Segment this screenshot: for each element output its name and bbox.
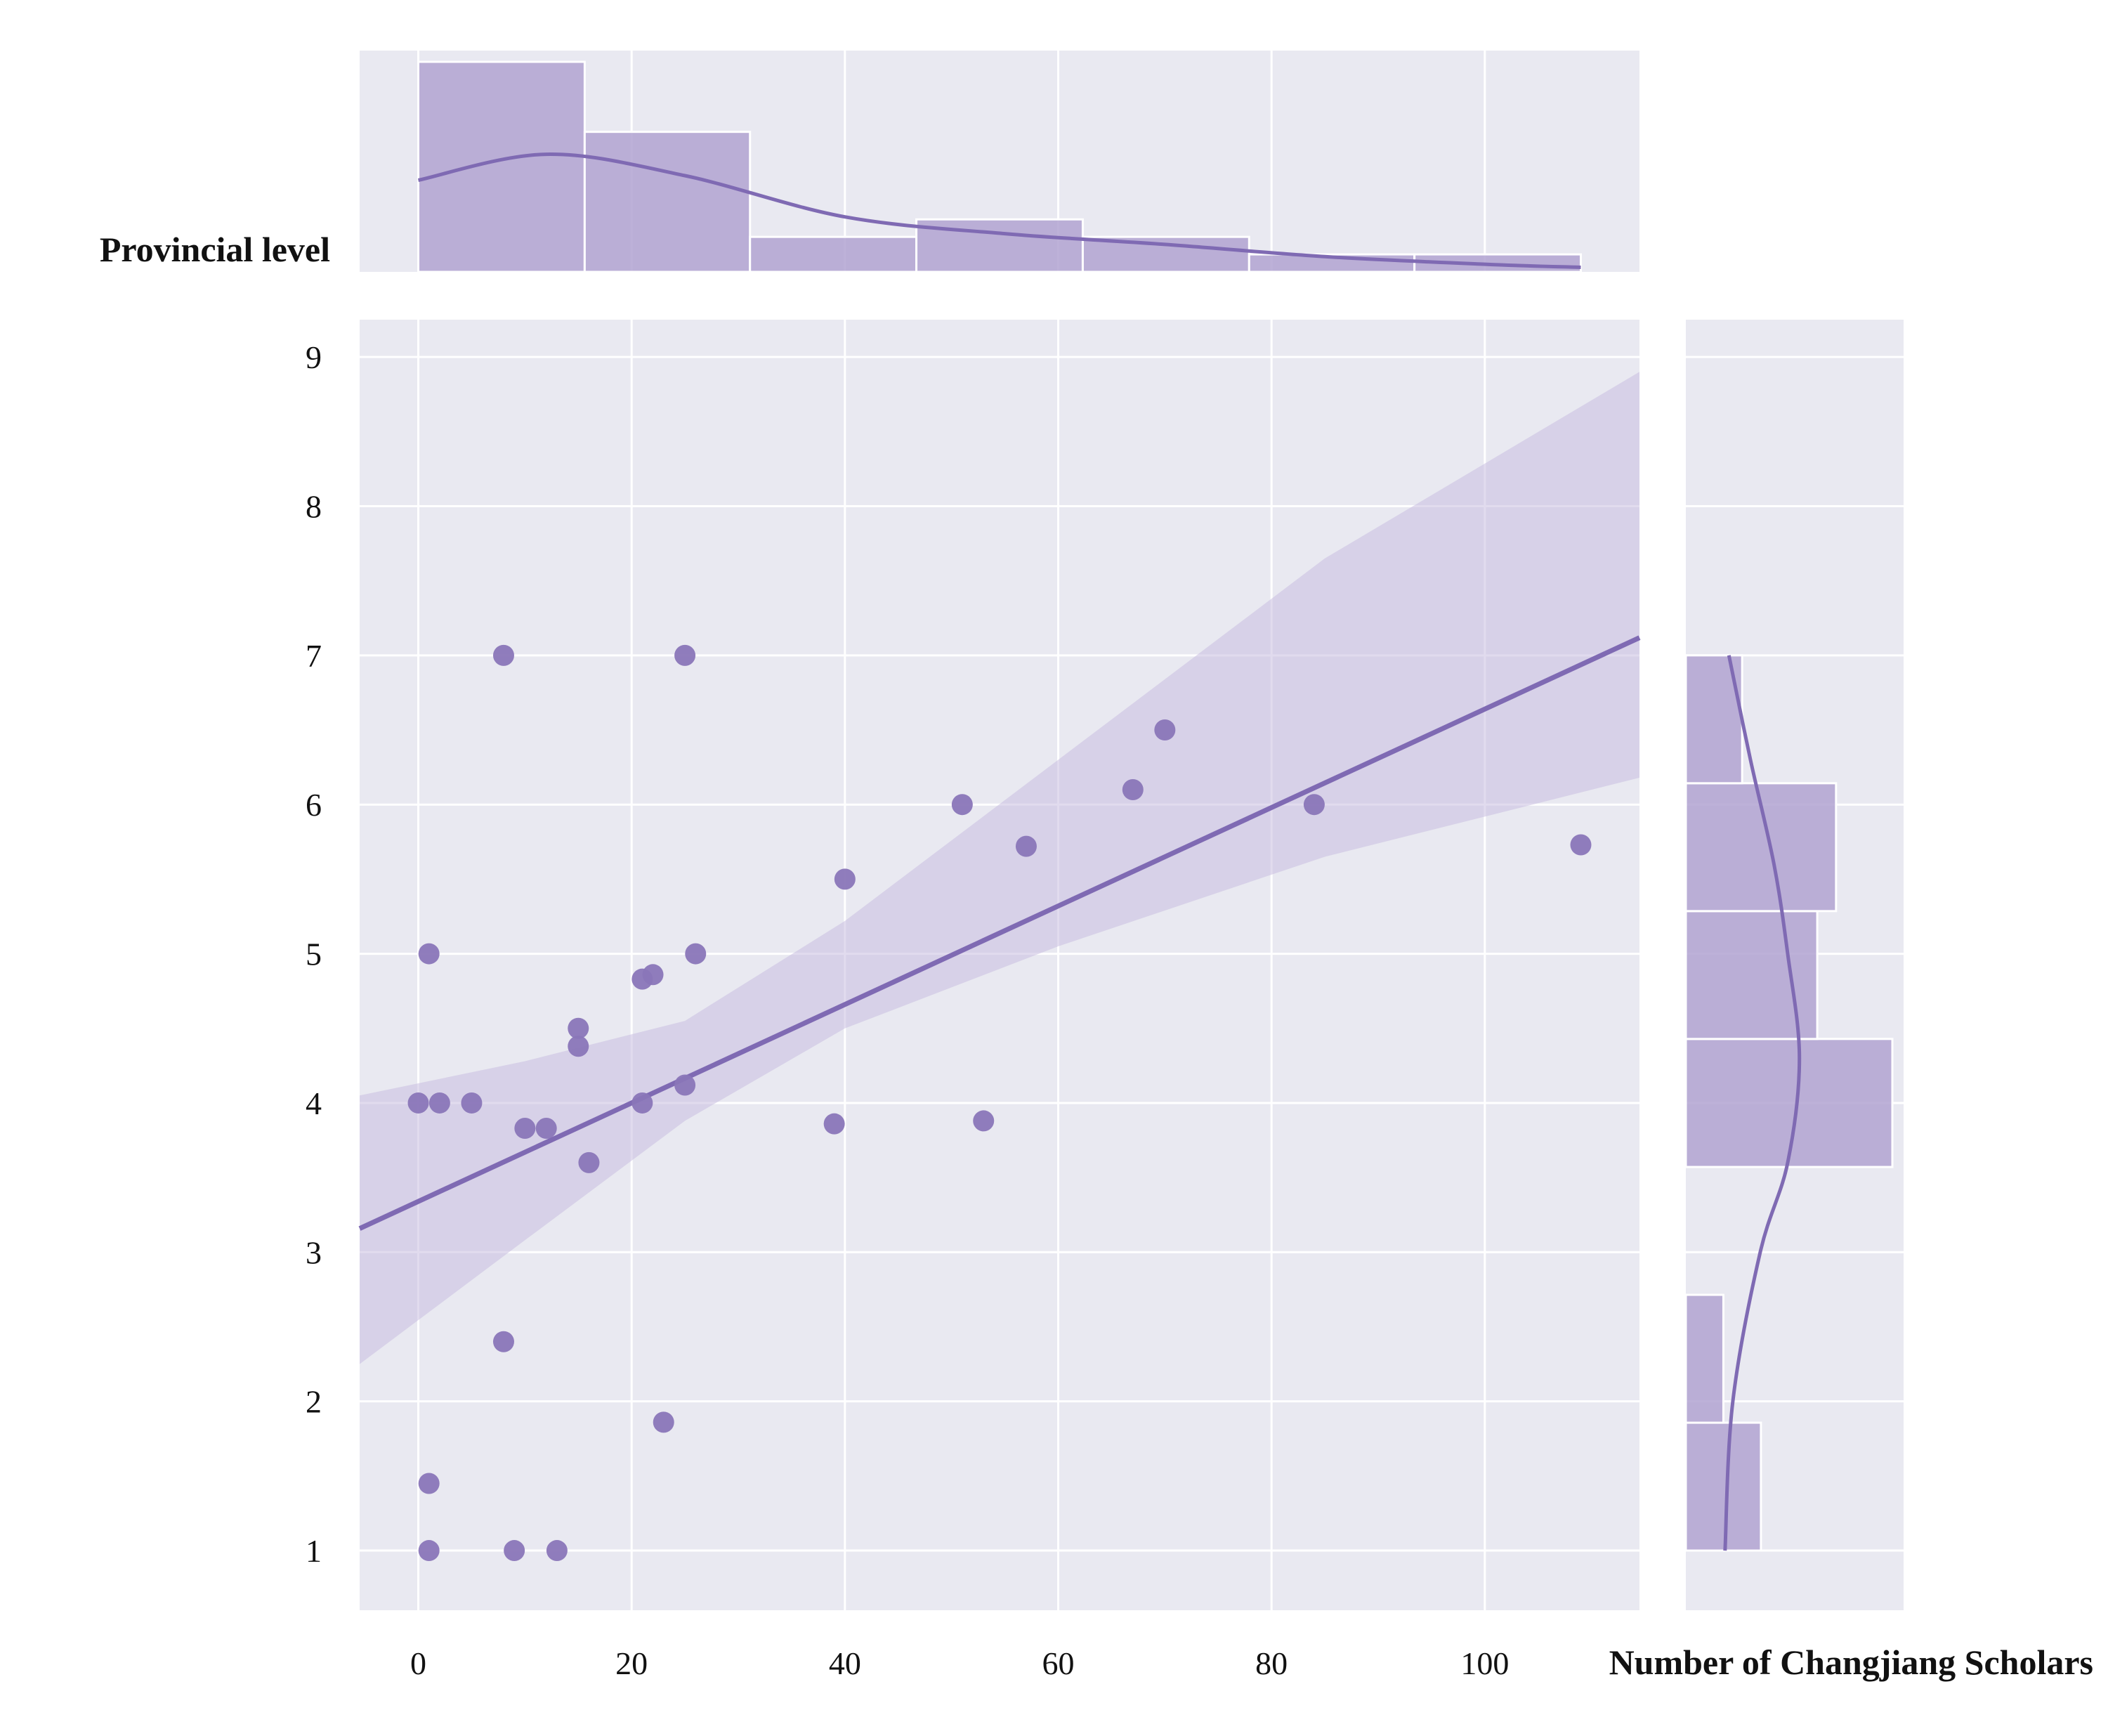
y-tick-label: 5 <box>306 936 322 972</box>
y-tick-label: 1 <box>306 1533 322 1569</box>
right-marginal-histogram <box>1684 654 1894 1552</box>
x-tick-label: 40 <box>829 1645 861 1681</box>
scatter-point <box>568 1017 589 1039</box>
y-tick-label: 6 <box>306 787 322 823</box>
scatter-point <box>1303 794 1325 816</box>
y-tick-label: 4 <box>306 1085 322 1121</box>
scatter-point <box>461 1092 483 1114</box>
x-tick-label: 80 <box>1255 1645 1288 1681</box>
scatter-point <box>407 1092 429 1114</box>
scatter-point <box>492 644 514 666</box>
regression-line <box>358 635 1641 1231</box>
y-tick-label: 8 <box>306 488 322 524</box>
scatter-point <box>674 1074 696 1096</box>
x-tick-label: 100 <box>1460 1645 1509 1681</box>
scatter-point <box>568 1036 589 1057</box>
scatter-point <box>951 794 973 816</box>
top-histogram-bar <box>417 60 586 273</box>
scatter-points <box>407 644 1592 1562</box>
right-histogram-bar <box>1684 1038 1894 1168</box>
scatter-point <box>1154 719 1176 741</box>
y-axis-label: Provincial level <box>100 230 330 269</box>
x-axis-label: Number of Changjiang Scholars <box>1609 1643 2093 1682</box>
y-tick-label: 2 <box>306 1384 322 1420</box>
y-axis-tick-labels: 1 2 3 4 5 6 7 8 9 <box>306 339 322 1569</box>
regression-confidence-band <box>360 372 1639 1364</box>
scatter-point <box>535 1118 557 1140</box>
scatter-point <box>685 943 707 965</box>
scatter-point <box>492 1331 514 1352</box>
y-tick-label: 3 <box>306 1234 322 1270</box>
scatter-point <box>823 1113 845 1135</box>
right-histogram-bar <box>1684 654 1743 785</box>
scatter-point <box>428 1092 450 1114</box>
top-histogram-bar <box>583 131 752 273</box>
scatter-point <box>1015 835 1037 857</box>
x-tick-label: 20 <box>615 1645 648 1681</box>
scatter-point <box>642 964 664 986</box>
right-marginal-panel <box>1684 320 1904 1610</box>
top-histogram-bar <box>749 235 918 273</box>
scatter-point <box>674 644 696 666</box>
x-axis-tick-labels: 0 20 40 60 80 100 <box>410 1645 1509 1681</box>
scatter-point <box>1570 834 1592 856</box>
scatter-point <box>504 1540 525 1562</box>
scatter-point <box>418 1473 440 1494</box>
x-tick-label: 60 <box>1042 1645 1075 1681</box>
y-tick-label: 7 <box>306 638 322 674</box>
right-marginal-kde-curve <box>1723 655 1802 1551</box>
scatter-point <box>514 1118 536 1140</box>
x-tick-label: 0 <box>410 1645 426 1681</box>
scatter-point <box>653 1411 674 1433</box>
scatter-point <box>418 943 440 965</box>
scatter-point <box>418 1540 440 1562</box>
right-histogram-bar <box>1684 1421 1762 1552</box>
top-marginal-kde-curve <box>418 152 1581 269</box>
main-panel: 0 20 40 60 80 100 1 2 3 4 5 6 7 8 9 <box>306 320 1641 1681</box>
scatter-point <box>973 1110 995 1132</box>
scatter-point <box>546 1540 568 1562</box>
top-marginal-histogram <box>417 60 1582 273</box>
scatter-point <box>1122 778 1144 800</box>
scatter-point <box>631 1092 653 1114</box>
scatter-point <box>578 1151 600 1173</box>
top-marginal-panel <box>360 51 1639 273</box>
right-histogram-bar <box>1684 1293 1724 1424</box>
scatter-point <box>834 868 856 890</box>
y-tick-label: 9 <box>306 339 322 375</box>
top-histogram-bar <box>1081 235 1250 273</box>
